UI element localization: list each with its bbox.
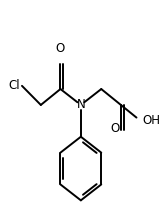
Text: Cl: Cl <box>9 79 20 92</box>
Text: O: O <box>110 122 119 135</box>
Text: OH: OH <box>142 114 160 127</box>
Text: O: O <box>56 42 65 55</box>
Text: N: N <box>76 98 85 112</box>
